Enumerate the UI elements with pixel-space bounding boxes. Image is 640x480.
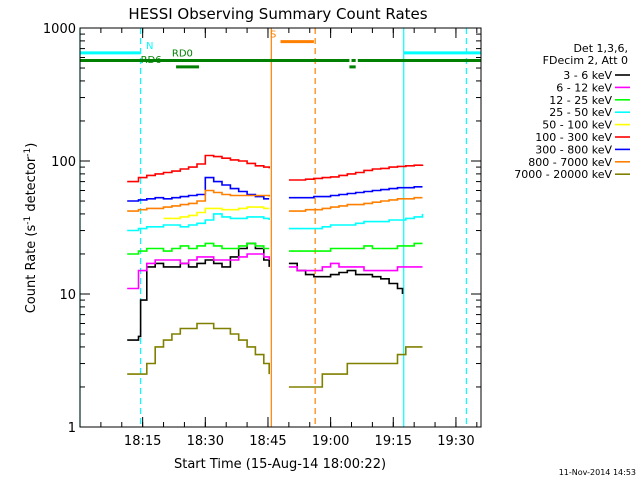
- series-line-1: [288, 262, 423, 272]
- legend-header: FDecim 2, Att 0: [543, 54, 628, 67]
- legend-entry-label: 3 - 6 keV: [563, 69, 612, 82]
- plot-frame: [79, 27, 482, 428]
- x-tick-label: 19:00: [312, 434, 349, 449]
- flag-bars: N S RD0 RD6: [80, 30, 481, 69]
- x-tick-label: 19:30: [437, 434, 474, 449]
- y-tick-label: 1: [68, 421, 76, 436]
- plot-series: [127, 154, 424, 388]
- series-line-8: [288, 346, 423, 388]
- legend-header: Det 1,3,6,: [573, 42, 628, 55]
- chart-title: HESSI Observing Summary Count Rates: [128, 5, 427, 23]
- legend-entry-label: 800 - 7000 keV: [528, 156, 612, 169]
- time-markers: [79, 28, 467, 427]
- series-line-0: [127, 242, 270, 341]
- legend-entry-label: 12 - 25 keV: [549, 94, 612, 107]
- series-line-0: [288, 262, 404, 294]
- series-line-7: [288, 196, 423, 212]
- legend-entry-label: 100 - 300 keV: [535, 131, 612, 144]
- series-line-2: [288, 242, 423, 252]
- series-line-6: [127, 176, 270, 202]
- series-line-8: [127, 322, 270, 375]
- y-axis: 1 10 100 1000: [43, 22, 481, 436]
- legend-entry-label: 6 - 12 keV: [556, 81, 612, 94]
- legend-entry-label: 7000 - 20000 keV: [514, 168, 612, 181]
- timestamp: 11-Nov-2014 14:53: [559, 468, 636, 477]
- x-axis: 18:15 18:30 18:45 19:00 19:15 19:30: [79, 28, 478, 449]
- legend-entry-label: 25 - 50 keV: [549, 106, 612, 119]
- series-line-4: [163, 206, 270, 220]
- series-line-5: [127, 154, 270, 183]
- x-tick-label: 19:15: [375, 434, 412, 449]
- series-line-1: [127, 253, 270, 290]
- legend-entry-label: 50 - 100 keV: [542, 119, 612, 132]
- series-line-2: [127, 242, 270, 255]
- y-tick-label: 1000: [43, 22, 76, 37]
- x-tick-label: 18:45: [249, 434, 286, 449]
- series-line-5: [288, 164, 424, 181]
- y-axis-label: Count Rate (s-1 detector-1): [23, 143, 39, 314]
- flag-n-label: N: [146, 41, 153, 52]
- series-line-3: [127, 213, 270, 232]
- x-tick-label: 18:15: [124, 434, 161, 449]
- series-line-6: [288, 186, 423, 199]
- y-tick-label: 10: [59, 288, 76, 303]
- x-axis-label: Start Time (15-Aug-14 18:00:22): [174, 457, 386, 472]
- flag-rd0-label: RD0: [172, 48, 193, 59]
- series-line-7: [127, 189, 270, 212]
- y-tick-label: 100: [51, 155, 76, 170]
- legend-entry-label: 300 - 800 keV: [535, 143, 612, 156]
- flag-s-label: S: [270, 30, 276, 41]
- series-line-3: [288, 213, 424, 230]
- flag-rd6-label: RD6: [141, 55, 162, 66]
- x-tick-label: 18:30: [187, 434, 224, 449]
